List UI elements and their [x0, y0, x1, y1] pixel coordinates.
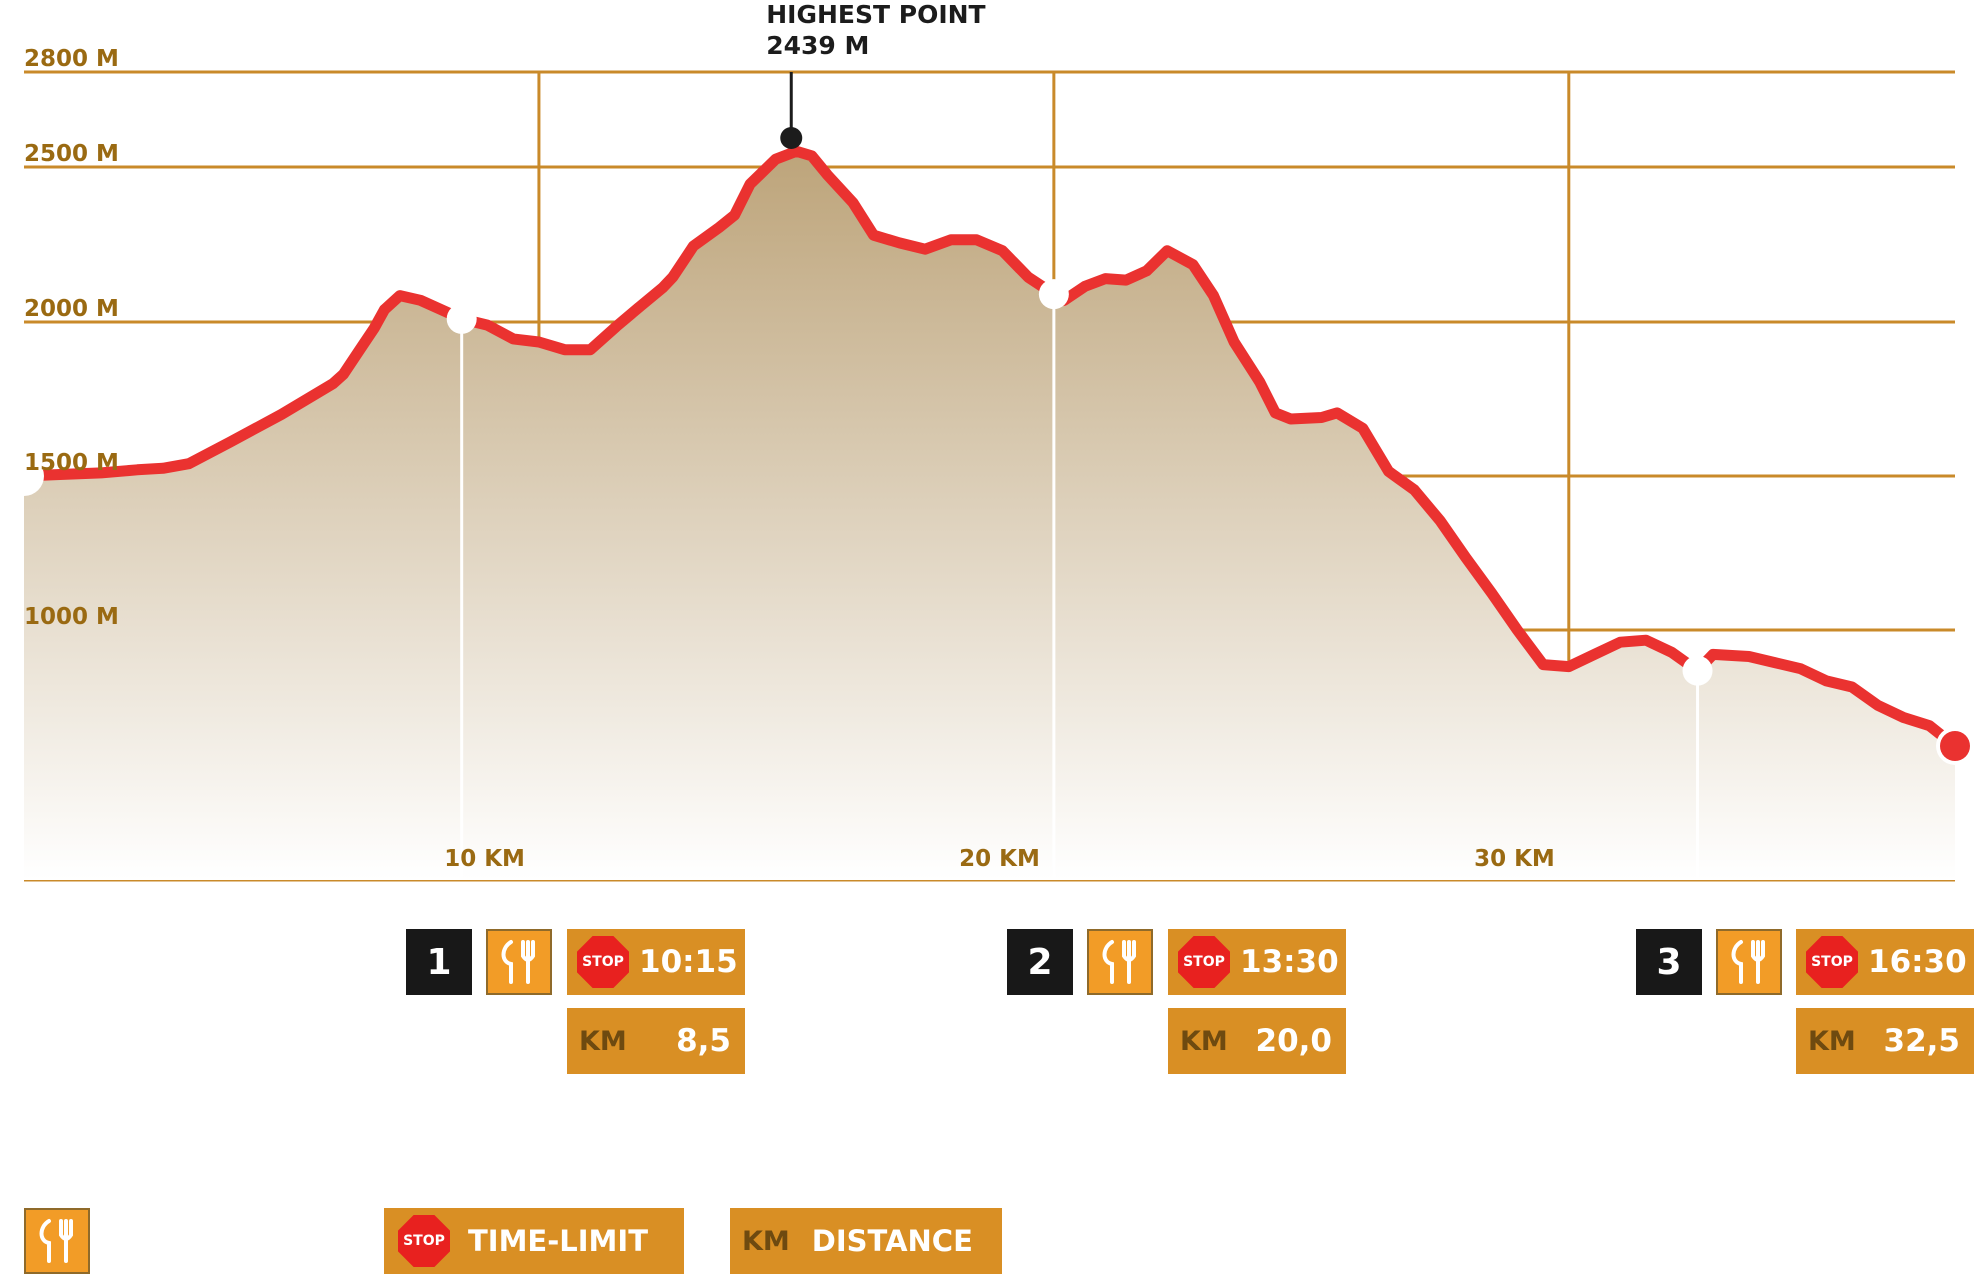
highest-point-label: HIGHEST POINT — [766, 0, 985, 29]
legend-distance: KM DISTANCE — [730, 1208, 1002, 1274]
distance-badge: KM 20,0 — [1168, 1008, 1346, 1074]
distance-value: 20,0 — [1255, 1023, 1333, 1059]
start-dot — [4, 456, 44, 496]
highest-point-value: 2439 M — [766, 31, 869, 60]
km-label: KM — [1180, 1025, 1228, 1057]
finish-dot — [1940, 730, 1970, 761]
checkpoint-number: 3 — [1636, 929, 1702, 995]
checkpoint-dot — [1038, 279, 1069, 310]
route-points — [4, 279, 1974, 765]
highest-point-annotation: HIGHEST POINT 2439 M — [766, 0, 986, 149]
time-limit-value: 13:30 — [1240, 944, 1339, 980]
distance-badge: KM 32,5 — [1796, 1008, 1974, 1074]
checkpoint-dot — [446, 303, 477, 334]
food-station-icon — [1087, 929, 1153, 995]
x-tick-label: 10 KM — [444, 846, 525, 872]
checkpoint-dot — [1682, 655, 1713, 686]
x-tick-label: 30 KM — [1474, 846, 1555, 872]
checkpoint-lines — [460, 294, 1700, 880]
distance-value: 8,5 — [676, 1023, 731, 1059]
x-axis-ticks: 10 KM 20 KM 30 KM — [444, 846, 1555, 872]
elevation-area — [24, 151, 1955, 880]
x-tick-label: 20 KM — [959, 846, 1040, 872]
y-tick-label: 1500 M — [24, 450, 119, 476]
distance-badge: KM 8,5 — [567, 1008, 745, 1074]
elevation-line — [18, 145, 1961, 752]
km-label: KM — [579, 1025, 627, 1057]
y-tick-label: 1000 M — [24, 604, 119, 630]
y-tick-label: 2500 M — [24, 141, 119, 167]
time-limit-value: 10:15 — [639, 944, 738, 980]
time-limit-badge: STOP 10:15 — [567, 929, 745, 995]
legend-food-icon — [24, 1208, 90, 1274]
time-limit-value: 16:30 — [1868, 944, 1967, 980]
food-station-icon — [1716, 929, 1782, 995]
stop-sign-icon: STOP — [398, 1215, 450, 1267]
stop-sign-icon: STOP — [1178, 936, 1230, 988]
checkpoint-number: 2 — [1007, 929, 1073, 995]
legend-km-label: KM — [742, 1225, 790, 1257]
km-label: KM — [1808, 1025, 1856, 1057]
y-axis-ticks: 1000 M 1500 M 2000 M 2500 M 2800 M — [24, 46, 119, 630]
stop-sign-icon: STOP — [1806, 936, 1858, 988]
time-limit-badge: STOP 13:30 — [1168, 929, 1346, 995]
y-tick-label: 2800 M — [24, 46, 119, 72]
legend-time-limit-label: TIME-LIMIT — [468, 1224, 648, 1258]
legend-time-limit: STOP TIME-LIMIT — [384, 1208, 684, 1274]
stop-sign-icon: STOP — [577, 936, 629, 988]
checkpoint-number: 1 — [406, 929, 472, 995]
food-station-icon — [486, 929, 552, 995]
y-tick-label: 2000 M — [24, 296, 119, 322]
time-limit-badge: STOP 16:30 — [1796, 929, 1974, 995]
distance-value: 32,5 — [1883, 1023, 1961, 1059]
legend-distance-label: DISTANCE — [811, 1224, 973, 1258]
